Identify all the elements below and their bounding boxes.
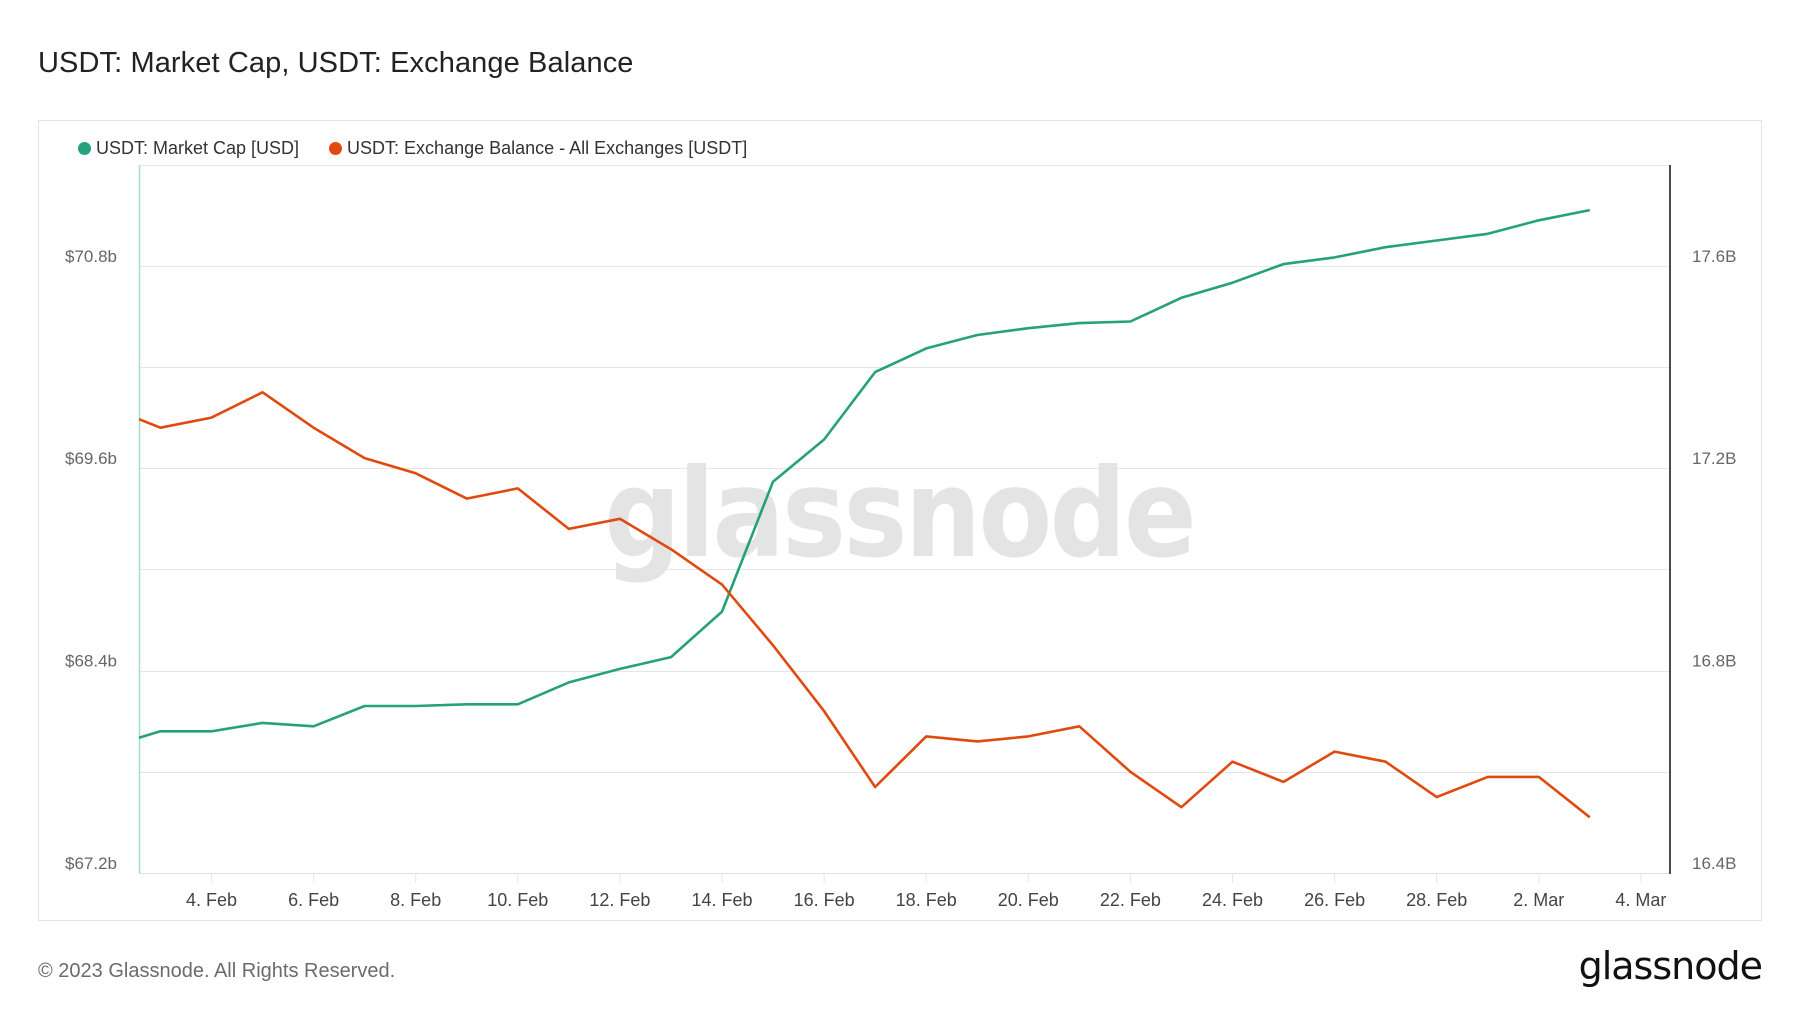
legend-item-market-cap[interactable]: USDT: Market Cap [USD] [78, 138, 299, 159]
chart-title: USDT: Market Cap, USDT: Exchange Balance [38, 47, 634, 79]
copyright-text: © 2023 Glassnode. All Rights Reserved. [38, 960, 396, 982]
y-right-tick-label: 16.8B [1692, 652, 1736, 671]
chart-panel [38, 120, 1762, 921]
market-cap-line[interactable] [138, 208, 1591, 739]
x-tick-label: 14. Feb [691, 890, 752, 910]
chart-legend: USDT: Market Cap [USD] USDT: Exchange Ba… [78, 138, 777, 159]
y-left-tick-label: $70.8b [65, 247, 117, 266]
x-tick-label: 26. Feb [1304, 890, 1365, 910]
x-axis: 4. Feb 6. Feb 8. Feb 10. Feb 12. Feb 14. Feb 1… [186, 873, 1666, 910]
x-tick-label: 8. Feb [390, 890, 441, 910]
x-tick-label: 22. Feb [1100, 890, 1161, 910]
exchange-balance-line[interactable] [138, 390, 1591, 819]
x-tick-label: 12. Feb [589, 890, 650, 910]
x-tick-label: 2. Mar [1513, 890, 1564, 910]
x-tick-label: 24. Feb [1202, 890, 1263, 910]
y-right-tick-label: 17.6B [1692, 247, 1736, 266]
glassnode-logo: glassnode [1578, 944, 1763, 988]
legend-item-exchange-balance[interactable]: USDT: Exchange Balance - All Exchanges [… [329, 138, 747, 159]
x-tick-label: 4. Mar [1615, 890, 1666, 910]
y-right-tick-label: 17.2B [1692, 449, 1736, 468]
y-left-tick-label: $67.2b [65, 854, 117, 873]
x-tick-label: 16. Feb [794, 890, 855, 910]
y-left-tick-label: $68.4b [65, 652, 117, 671]
watermark-logo: glassnode [604, 443, 1194, 585]
x-tick-label: 20. Feb [998, 890, 1059, 910]
y-axis-left: $67.2b $68.4b $69.6b $70.8b [65, 247, 117, 873]
y-right-tick-label: 16.4B [1692, 854, 1736, 873]
legend-label-market-cap: USDT: Market Cap [USD] [96, 138, 300, 158]
y-axis-right: 16.4B 16.8B 17.2B 17.6B [1692, 247, 1736, 873]
x-tick-label: 10. Feb [487, 890, 548, 910]
x-tick-label: 18. Feb [896, 890, 957, 910]
market-cap-dot-icon [78, 142, 91, 155]
gridlines [139, 165, 1670, 874]
y-left-tick-label: $69.6b [65, 449, 117, 468]
x-tick-label: 6. Feb [288, 890, 339, 910]
exchange-balance-dot-icon [329, 142, 343, 155]
x-tick-label: 28. Feb [1406, 890, 1467, 910]
x-tick-label: 4. Feb [186, 890, 237, 910]
legend-label-exchange-balance: USDT: Exchange Balance - All Exchanges [… [347, 138, 748, 158]
